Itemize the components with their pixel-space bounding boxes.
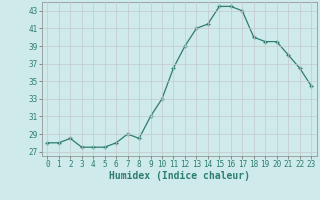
X-axis label: Humidex (Indice chaleur): Humidex (Indice chaleur): [109, 171, 250, 181]
